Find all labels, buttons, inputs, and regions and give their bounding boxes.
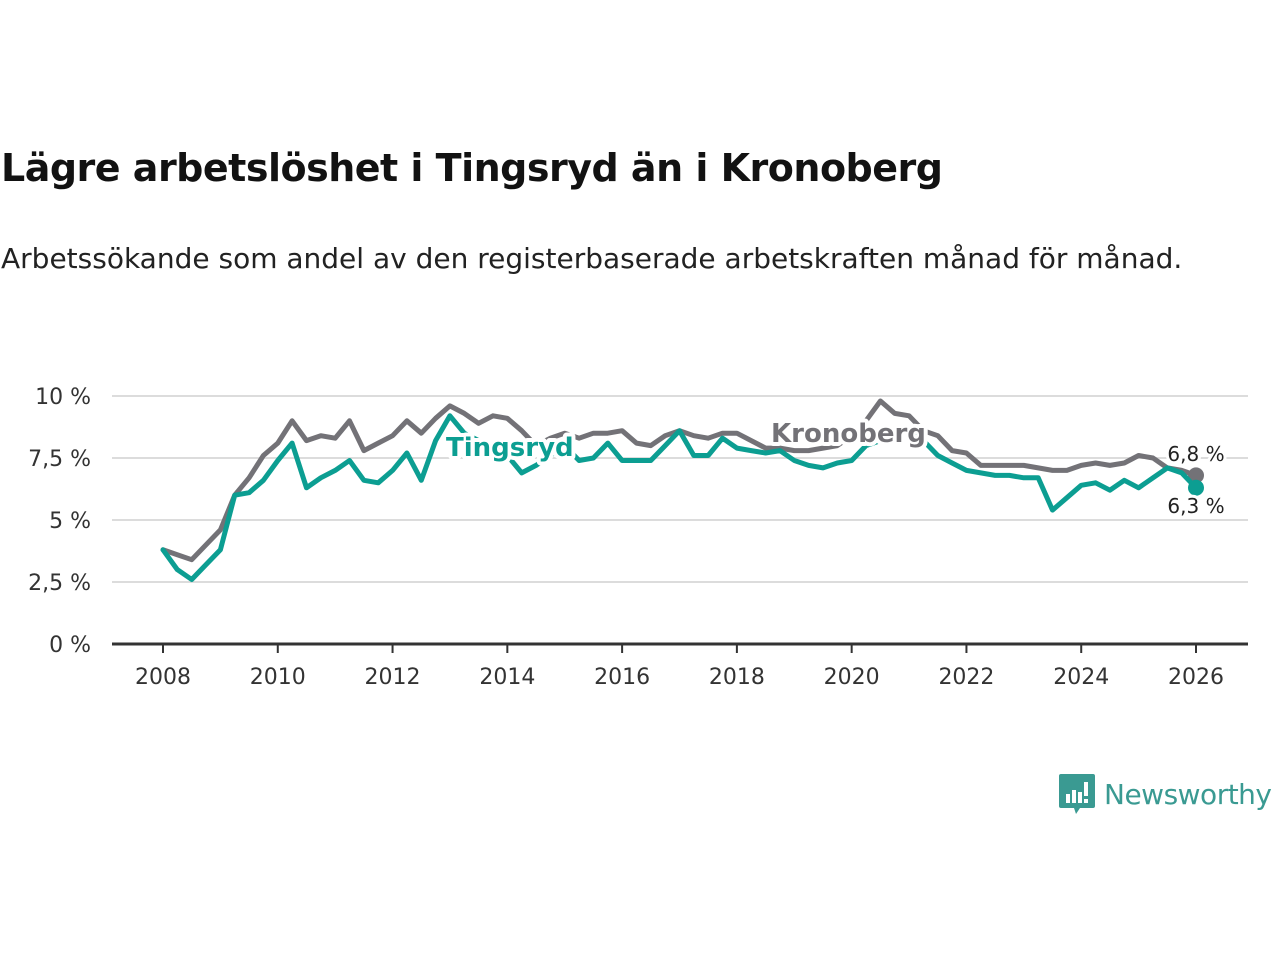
x-tick-label: 2010 [250,665,306,690]
series-lines [160,398,1204,582]
series-line-tingsryd [160,413,1199,582]
grid-lines [112,395,1248,583]
y-tick-label: 7,5 % [28,447,91,472]
end-label-tingsryd: 6,3 % [1167,494,1224,518]
y-tick-label: 10 % [35,385,91,410]
chart-subtitle: Arbetssökande som andel av den registerb… [1,242,1183,275]
x-tick-label: 2024 [1053,665,1109,690]
newsworthy-logo: Newsworthy [1058,772,1272,816]
series-label-kronoberg-halo: Kronoberg [771,419,926,449]
x-tick-label: 2018 [709,665,765,690]
x-tick-label: 2008 [135,665,191,690]
x-tick-label: 2016 [594,665,650,690]
line-chart: 0 % 2,5 % 5 % 7,5 % 10 % 2008 2010 2012 2014 201… [28,385,1248,690]
chart-title: Lägre arbetslöshet i Tingsryd än i Krono… [1,146,943,190]
x-tick-label: 2012 [365,665,421,690]
y-tick-label: 2,5 % [28,571,91,596]
x-tick-label: 2026 [1168,665,1224,690]
x-axis: 2008 2010 2012 2014 2016 2018 2020 2022 2024 2026 [112,642,1248,690]
x-tick-label: 2014 [479,665,535,690]
y-tick-label: 5 % [49,509,91,534]
logo-text: Newsworthy [1104,777,1272,811]
end-point-kronoberg [1188,467,1204,484]
y-axis-ticks: 0 % 2,5 % 5 % 7,5 % 10 % [28,385,91,658]
end-label-kronoberg: 6,8 % [1167,442,1224,466]
x-tick-label: 2020 [824,665,880,690]
end-label-kronoberg-halo: 6,8 % [1167,442,1224,466]
end-label-tingsryd-halo: 6,3 % [1167,494,1224,518]
series-label-tingsryd-halo: Tingsryd [446,433,574,463]
x-tick-label: 2022 [938,665,994,690]
y-tick-label: 0 % [49,633,91,658]
bar-chart-speech-bubble-icon [1059,774,1095,814]
series-label-kronoberg: Kronoberg [771,419,926,449]
end-point-tingsryd [1188,479,1204,496]
series-label-tingsryd: Tingsryd [446,433,574,463]
